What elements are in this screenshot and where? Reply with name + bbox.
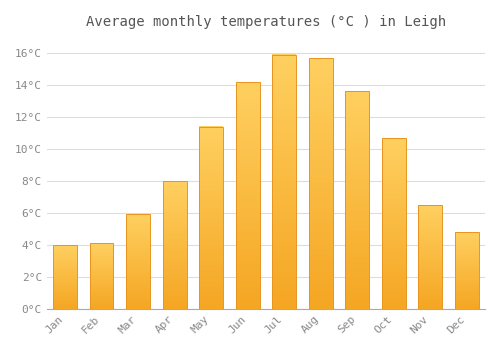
Bar: [272, 55, 296, 309]
Title: Average monthly temperatures (°C ) in Leigh: Average monthly temperatures (°C ) in Le…: [86, 15, 446, 29]
Bar: [126, 215, 150, 309]
Bar: [90, 243, 114, 309]
Bar: [236, 82, 260, 309]
Bar: [163, 181, 186, 309]
Bar: [309, 58, 332, 309]
Bar: [382, 138, 406, 309]
Bar: [54, 245, 77, 309]
Bar: [418, 205, 442, 309]
Bar: [200, 127, 223, 309]
Bar: [455, 232, 478, 309]
Bar: [346, 91, 369, 309]
